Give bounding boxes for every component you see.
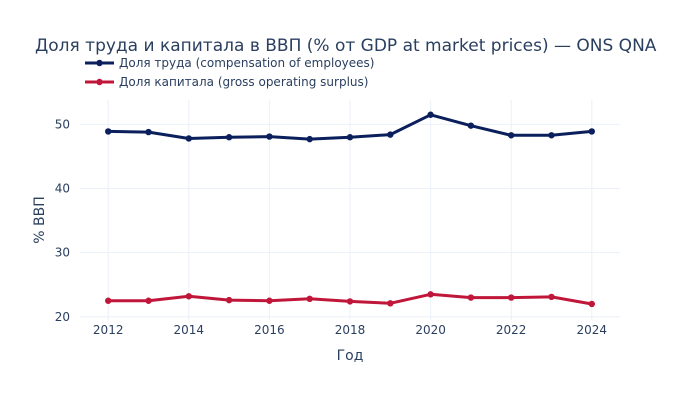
data-point bbox=[145, 297, 152, 304]
y-tick-label: 40 bbox=[55, 182, 70, 196]
legend-swatch-marker bbox=[96, 59, 103, 67]
data-point bbox=[306, 295, 313, 303]
x-tick-label: 2016 bbox=[254, 323, 285, 337]
data-point bbox=[548, 293, 555, 301]
data-point bbox=[387, 131, 394, 138]
series-2 bbox=[105, 291, 595, 308]
legend: Доля труда (compensation of employees) До… bbox=[85, 56, 374, 89]
data-point bbox=[185, 293, 193, 300]
x-tick-label: 2012 bbox=[93, 323, 124, 337]
x-axis-title: Год bbox=[337, 348, 364, 364]
data-point bbox=[225, 134, 233, 141]
data-point bbox=[346, 134, 354, 141]
x-axis-ticks: 2012 2014 2016 2018 2020 2022 2024 bbox=[93, 323, 607, 337]
y-axis-title: % ВВП bbox=[32, 196, 48, 244]
data-point bbox=[467, 294, 475, 301]
data-point bbox=[225, 296, 233, 304]
legend-label: Доля труда (compensation of employees) bbox=[119, 56, 374, 70]
x-tick-label: 2014 bbox=[174, 323, 205, 337]
y-tick-label: 20 bbox=[55, 310, 70, 324]
data-point bbox=[266, 133, 273, 140]
data-point bbox=[507, 294, 515, 301]
data-point bbox=[507, 132, 515, 139]
x-tick-label: 2024 bbox=[577, 323, 608, 337]
data-point bbox=[145, 128, 152, 136]
data-point bbox=[185, 135, 193, 142]
y-tick-label: 30 bbox=[55, 246, 70, 260]
data-point bbox=[588, 128, 595, 135]
data-point bbox=[387, 300, 394, 307]
series-1 bbox=[105, 111, 595, 143]
data-point bbox=[306, 135, 313, 143]
data-point bbox=[548, 132, 555, 139]
y-tick-label: 50 bbox=[55, 117, 70, 131]
legend-item[interactable]: Доля капитала (gross operating surplus) bbox=[85, 75, 368, 89]
data-point bbox=[105, 297, 112, 304]
data-point bbox=[427, 291, 434, 298]
data-point bbox=[105, 128, 112, 135]
data-point bbox=[266, 297, 273, 304]
series-layer bbox=[105, 111, 595, 308]
legend-label: Доля капитала (gross operating surplus) bbox=[119, 75, 368, 89]
x-tick-label: 2018 bbox=[335, 323, 366, 337]
chart-title: Доля труда и капитала в ВВП (% от GDP at… bbox=[35, 36, 657, 56]
x-tick-label: 2020 bbox=[415, 323, 446, 337]
y-axis-ticks: 20 30 40 50 bbox=[55, 117, 70, 323]
legend-swatch-marker bbox=[96, 78, 103, 86]
data-point bbox=[427, 111, 434, 118]
x-tick-label: 2022 bbox=[496, 323, 527, 337]
legend-item[interactable]: Доля труда (compensation of employees) bbox=[85, 56, 374, 70]
data-point bbox=[346, 298, 354, 305]
data-point bbox=[588, 300, 595, 308]
data-point bbox=[467, 122, 475, 129]
